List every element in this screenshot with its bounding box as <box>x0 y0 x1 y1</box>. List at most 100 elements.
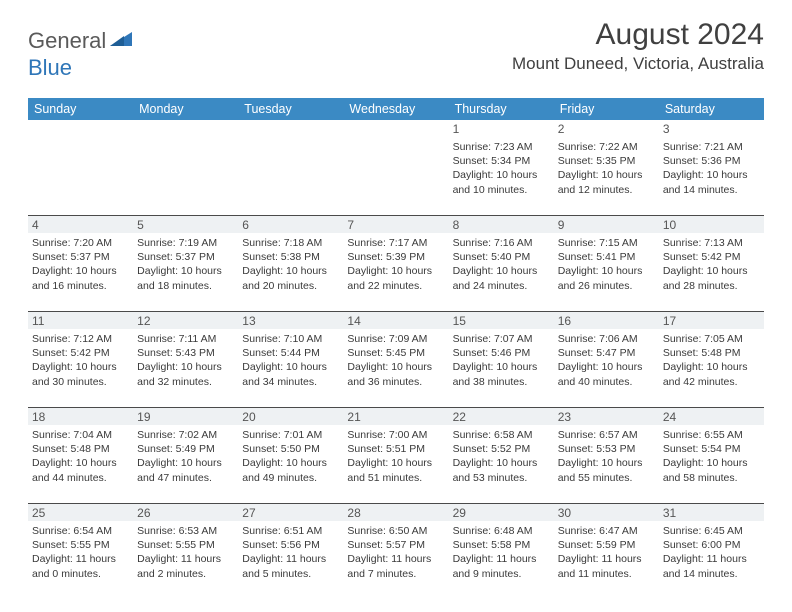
day-number: 9 <box>554 216 659 233</box>
day-detail-line: Sunset: 5:38 PM <box>242 250 339 264</box>
day-detail-line: and 42 minutes. <box>663 375 760 389</box>
day-detail-line: Sunrise: 6:48 AM <box>453 524 550 538</box>
day-detail-line: Daylight: 10 hours <box>663 456 760 470</box>
day-cell: Sunrise: 7:22 AMSunset: 5:35 PMDaylight:… <box>554 137 659 215</box>
day-detail-line: Sunrise: 7:12 AM <box>32 332 129 346</box>
day-detail-line: Daylight: 10 hours <box>347 360 444 374</box>
day-detail-line: and 49 minutes. <box>242 471 339 485</box>
day-cell: Sunrise: 7:07 AMSunset: 5:46 PMDaylight:… <box>449 329 554 407</box>
day-detail-line: and 32 minutes. <box>137 375 234 389</box>
day-detail-line: Sunset: 5:55 PM <box>137 538 234 552</box>
day-cell: Sunrise: 6:55 AMSunset: 5:54 PMDaylight:… <box>659 425 764 503</box>
day-number: 25 <box>28 504 133 521</box>
day-detail-line: Daylight: 10 hours <box>558 264 655 278</box>
day-detail-line: Sunrise: 7:18 AM <box>242 236 339 250</box>
day-cell: Sunrise: 7:06 AMSunset: 5:47 PMDaylight:… <box>554 329 659 407</box>
day-cell: Sunrise: 6:53 AMSunset: 5:55 PMDaylight:… <box>133 521 238 599</box>
day-detail-line: Sunset: 5:40 PM <box>453 250 550 264</box>
day-number: 2 <box>554 120 659 137</box>
day-detail-line: Sunrise: 7:01 AM <box>242 428 339 442</box>
day-cell <box>238 137 343 215</box>
day-number <box>28 120 133 137</box>
day-detail-line: Sunset: 6:00 PM <box>663 538 760 552</box>
day-cell: Sunrise: 7:00 AMSunset: 5:51 PMDaylight:… <box>343 425 448 503</box>
day-cell: Sunrise: 6:58 AMSunset: 5:52 PMDaylight:… <box>449 425 554 503</box>
day-cell <box>28 137 133 215</box>
day-detail-line: Sunset: 5:48 PM <box>663 346 760 360</box>
day-detail-line: Daylight: 10 hours <box>242 456 339 470</box>
week-row: Sunrise: 6:54 AMSunset: 5:55 PMDaylight:… <box>28 521 764 599</box>
day-cell: Sunrise: 7:09 AMSunset: 5:45 PMDaylight:… <box>343 329 448 407</box>
day-detail-line: Daylight: 11 hours <box>242 552 339 566</box>
day-detail-line: and 38 minutes. <box>453 375 550 389</box>
day-cell: Sunrise: 7:16 AMSunset: 5:40 PMDaylight:… <box>449 233 554 311</box>
day-number: 16 <box>554 312 659 329</box>
day-detail-line: Daylight: 10 hours <box>32 456 129 470</box>
day-cell: Sunrise: 6:45 AMSunset: 6:00 PMDaylight:… <box>659 521 764 599</box>
day-detail-line: Daylight: 10 hours <box>558 456 655 470</box>
day-cell: Sunrise: 6:48 AMSunset: 5:58 PMDaylight:… <box>449 521 554 599</box>
day-detail-line: Sunset: 5:53 PM <box>558 442 655 456</box>
day-number: 30 <box>554 504 659 521</box>
day-detail-line: and 51 minutes. <box>347 471 444 485</box>
day-number: 31 <box>659 504 764 521</box>
day-number <box>238 120 343 137</box>
day-detail-line: Sunset: 5:35 PM <box>558 154 655 168</box>
weekday-header: Thursday <box>449 98 554 120</box>
day-detail-line: Sunset: 5:34 PM <box>453 154 550 168</box>
day-cell: Sunrise: 7:12 AMSunset: 5:42 PMDaylight:… <box>28 329 133 407</box>
day-detail-line: Sunrise: 7:11 AM <box>137 332 234 346</box>
day-detail-line: Sunset: 5:44 PM <box>242 346 339 360</box>
day-detail-line: Sunset: 5:37 PM <box>137 250 234 264</box>
day-number: 6 <box>238 216 343 233</box>
day-detail-line: and 2 minutes. <box>137 567 234 581</box>
day-cell: Sunrise: 6:50 AMSunset: 5:57 PMDaylight:… <box>343 521 448 599</box>
day-detail-line: Sunrise: 7:16 AM <box>453 236 550 250</box>
day-detail-line: Daylight: 10 hours <box>663 168 760 182</box>
day-cell: Sunrise: 7:13 AMSunset: 5:42 PMDaylight:… <box>659 233 764 311</box>
day-detail-line: Sunset: 5:47 PM <box>558 346 655 360</box>
day-detail-line: and 7 minutes. <box>347 567 444 581</box>
day-detail-line: Sunset: 5:54 PM <box>663 442 760 456</box>
day-detail-line: Sunrise: 7:13 AM <box>663 236 760 250</box>
day-detail-line: and 44 minutes. <box>32 471 129 485</box>
day-detail-line: and 11 minutes. <box>558 567 655 581</box>
weekday-header: Sunday <box>28 98 133 120</box>
day-detail-line: Sunrise: 6:57 AM <box>558 428 655 442</box>
day-number: 22 <box>449 408 554 425</box>
day-cell <box>343 137 448 215</box>
daynum-row: 45678910 <box>28 216 764 233</box>
brand-logo: General <box>28 18 134 54</box>
day-detail-line: Sunrise: 7:00 AM <box>347 428 444 442</box>
brand-part1: General <box>28 28 106 54</box>
week-row: Sunrise: 7:23 AMSunset: 5:34 PMDaylight:… <box>28 137 764 216</box>
weekday-header: Monday <box>133 98 238 120</box>
day-detail-line: and 30 minutes. <box>32 375 129 389</box>
day-detail-line: Sunset: 5:37 PM <box>32 250 129 264</box>
location-label: Mount Duneed, Victoria, Australia <box>512 54 764 74</box>
day-detail-line: Sunrise: 7:05 AM <box>663 332 760 346</box>
day-detail-line: and 18 minutes. <box>137 279 234 293</box>
day-detail-line: Sunrise: 7:07 AM <box>453 332 550 346</box>
day-number: 3 <box>659 120 764 137</box>
day-detail-line: Daylight: 11 hours <box>558 552 655 566</box>
day-number: 27 <box>238 504 343 521</box>
week-row: Sunrise: 7:04 AMSunset: 5:48 PMDaylight:… <box>28 425 764 504</box>
day-detail-line: Sunrise: 7:04 AM <box>32 428 129 442</box>
day-detail-line: Sunset: 5:50 PM <box>242 442 339 456</box>
day-detail-line: and 9 minutes. <box>453 567 550 581</box>
day-detail-line: Daylight: 10 hours <box>242 264 339 278</box>
day-number: 10 <box>659 216 764 233</box>
day-cell: Sunrise: 7:01 AMSunset: 5:50 PMDaylight:… <box>238 425 343 503</box>
day-detail-line: Sunrise: 6:53 AM <box>137 524 234 538</box>
day-cell: Sunrise: 7:10 AMSunset: 5:44 PMDaylight:… <box>238 329 343 407</box>
day-number: 24 <box>659 408 764 425</box>
day-detail-line: Daylight: 11 hours <box>663 552 760 566</box>
day-detail-line: Daylight: 10 hours <box>663 264 760 278</box>
weekday-header: Wednesday <box>343 98 448 120</box>
day-detail-line: Sunrise: 7:10 AM <box>242 332 339 346</box>
day-detail-line: and 34 minutes. <box>242 375 339 389</box>
day-detail-line: and 10 minutes. <box>453 183 550 197</box>
day-detail-line: Sunset: 5:58 PM <box>453 538 550 552</box>
day-detail-line: Sunset: 5:45 PM <box>347 346 444 360</box>
